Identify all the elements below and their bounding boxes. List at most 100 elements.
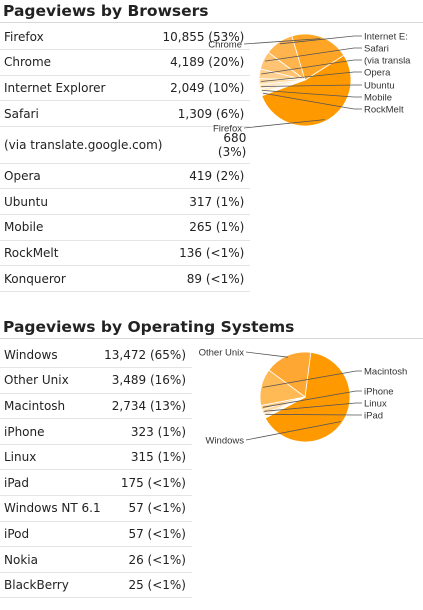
pie-label: iPad — [364, 411, 383, 422]
row-label: iPhone — [0, 418, 102, 445]
row-label: BlackBerry — [0, 572, 102, 599]
pie-label: RockMelt — [364, 105, 404, 116]
table-row: Mobile 265 (1%) — [0, 214, 251, 241]
pie-label: Windows — [205, 436, 244, 447]
table-row: Ubuntu 317 (1%) — [0, 188, 251, 216]
row-value: 4,189 (20%) — [162, 49, 251, 76]
callout-line — [243, 38, 321, 45]
pie-slice-chrome[interactable] — [291, 33, 345, 81]
pie-slice-konqueror[interactable] — [260, 79, 306, 97]
row-value: 2,734 (13%) — [102, 393, 192, 420]
pie-label: Firefox — [213, 124, 242, 135]
row-value: 13,472 (65%) — [102, 342, 192, 369]
row-label: Windows — [0, 342, 102, 369]
row-value: 136 (<1%) — [162, 240, 251, 267]
row-value: 10,855 (53%) — [162, 24, 251, 51]
callout-line — [265, 47, 362, 62]
browsers-pie-chart: Firefox Chrome Internet E: Safari (via trans… — [196, 24, 423, 148]
row-value-percent: (3%) — [217, 144, 247, 159]
callout-line — [264, 402, 362, 412]
row-value: 57 (<1%) — [102, 495, 192, 522]
table-row: Konqueror 89 (<1%) — [0, 265, 251, 292]
table-row: Internet Explorer 2,049 (10%) — [0, 75, 251, 102]
row-label: Windows NT 6.1 — [0, 495, 102, 522]
table-row: Nokia 26 (<1%) — [0, 546, 192, 573]
table-row: Macintosh 2,734 (13%) — [0, 393, 192, 420]
browsers-pie-svg: Firefox Chrome Internet E:Safari(via trans… — [208, 32, 411, 135]
row-label: (via translate.google.com) — [0, 126, 163, 164]
table-row: (via translate.google.com) 680 (3%) — [0, 126, 251, 164]
row-label: Linux — [0, 444, 102, 471]
pie-slice-windows[interactable] — [264, 351, 351, 443]
callout-line — [261, 59, 362, 75]
pie-slice-other-unix[interactable] — [268, 351, 312, 398]
pie-label: Internet E: — [364, 32, 408, 43]
row-value: 265 (1%) — [162, 214, 251, 241]
callout-line — [279, 35, 362, 45]
row-label: Chrome — [0, 49, 163, 76]
callout-line — [262, 90, 362, 98]
pie-label: Linux — [364, 399, 387, 410]
os-pie-chart: Windows Other Unix Macintosh iPhone Linux iPa… — [190, 342, 423, 476]
callout-line — [262, 390, 362, 408]
table-row: iPod 57 (<1%) — [0, 521, 192, 548]
table-row: Firefox 10,855 (53%) — [0, 24, 251, 51]
table-row: iPhone 323 (1%) — [0, 418, 192, 445]
row-value: 89 (<1%) — [162, 265, 251, 292]
row-label: Konqueror — [0, 265, 163, 292]
table-row: Other Unix 3,489 (16%) — [0, 367, 192, 394]
pie-slice-blackberry[interactable] — [264, 396, 306, 419]
pie-label: Chrome — [208, 40, 242, 51]
callout-line — [260, 71, 362, 82]
os-pie-svg: Windows Other Unix Macintosh iPhoneLinuxiPa… — [199, 348, 408, 447]
table-row: Windows 13,472 (65%) — [0, 342, 192, 369]
pie-label: Opera — [364, 68, 391, 79]
callout-line — [265, 413, 362, 416]
row-value: 1,309 (6%) — [162, 100, 251, 127]
browsers-table: Firefox 10,855 (53%) Chrome 4,189 (20%) Inte… — [0, 24, 251, 292]
callout-line — [262, 370, 362, 388]
table-row: Linux 315 (1%) — [0, 444, 192, 471]
row-label: Ubuntu — [0, 188, 163, 216]
callout-line — [262, 92, 362, 110]
row-value-count: 680 — [223, 130, 247, 145]
row-value: 175 (<1%) — [102, 469, 192, 497]
row-value: 680 (3%) — [162, 126, 251, 164]
table-row: BlackBerry 25 (<1%) — [0, 572, 192, 599]
row-label: RockMelt — [0, 240, 163, 267]
callout-line — [245, 351, 289, 358]
pie-label: Ubuntu — [364, 81, 395, 92]
table-row: Safari 1,309 (6%) — [0, 100, 251, 127]
row-label: Other Unix — [0, 367, 102, 394]
row-value: 2,049 (10%) — [162, 75, 251, 102]
pie-label: Macintosh — [364, 367, 407, 378]
os-table: Windows 13,472 (65%) Other Unix 3,489 (16%)… — [0, 342, 192, 599]
pie-label: Safari — [364, 44, 389, 55]
row-label: Firefox — [0, 24, 163, 51]
callout-line — [261, 84, 362, 87]
browsers-title: Pageviews by Browsers — [0, 0, 423, 23]
callout-line — [243, 119, 325, 129]
pie-label: (via transla — [364, 56, 411, 67]
table-row: Chrome 4,189 (20%) — [0, 49, 251, 76]
row-value: 323 (1%) — [102, 418, 192, 445]
row-value: 315 (1%) — [102, 444, 192, 471]
os-section: Pageviews by Operating Systems Windows 13… — [0, 316, 423, 599]
row-value: 317 (1%) — [162, 188, 251, 216]
table-row: RockMelt 136 (<1%) — [0, 240, 251, 267]
table-row: Opera 419 (2%) — [0, 163, 251, 190]
row-label: Macintosh — [0, 393, 102, 420]
browsers-section: Pageviews by Browsers Firefox 10,855 (53%… — [0, 0, 423, 292]
row-label: Nokia — [0, 546, 102, 573]
row-value: 25 (<1%) — [102, 572, 192, 599]
callout-line — [245, 421, 341, 441]
row-label: Internet Explorer — [0, 75, 163, 102]
pie-label: iPhone — [364, 387, 394, 398]
pie-label: Mobile — [364, 93, 392, 104]
row-label: Mobile — [0, 214, 163, 241]
row-value: 57 (<1%) — [102, 521, 192, 548]
table-row: iPad 175 (<1%) — [0, 469, 192, 497]
row-value: 419 (2%) — [162, 163, 251, 190]
row-value: 26 (<1%) — [102, 546, 192, 573]
pie-label: Other Unix — [199, 348, 245, 359]
